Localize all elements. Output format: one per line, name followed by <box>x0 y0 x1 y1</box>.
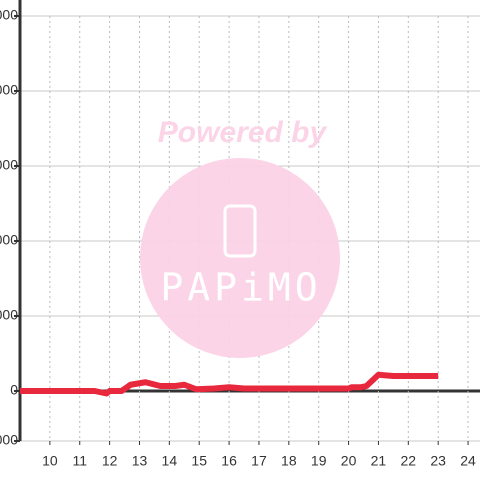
data-line <box>20 371 439 397</box>
y-tick-label: 60,000 <box>0 232 18 248</box>
watermark: Powered by PAPiMO <box>140 116 340 358</box>
x-tick-label: 21 <box>371 453 387 469</box>
x-tick-label: 20 <box>341 453 357 469</box>
y-tick-label: 0 <box>10 382 18 398</box>
watermark-text: Powered by <box>158 116 328 149</box>
x-tick-label: 15 <box>191 453 207 469</box>
watermark-icon <box>223 204 257 258</box>
x-tick-label: 17 <box>251 453 267 469</box>
plot <box>20 371 439 397</box>
x-tick-label: 22 <box>401 453 417 469</box>
x-tick-label: 23 <box>430 453 446 469</box>
x-tick-label: 18 <box>281 453 297 469</box>
x-tick-label: 16 <box>221 453 237 469</box>
watermark-circle <box>140 158 340 358</box>
x-tick-label: 11 <box>72 453 87 469</box>
x-tick-label: 10 <box>42 453 58 469</box>
y-tick-label: 150,000 <box>0 7 18 23</box>
y-tick-label: -20,000 <box>0 432 18 448</box>
x-tick-label: 13 <box>132 453 148 469</box>
x-tick-label: 14 <box>162 453 178 469</box>
y-tick-label: 120,000 <box>0 82 18 98</box>
y-tick-label: 30,000 <box>0 307 18 323</box>
watermark-logo: PAPiMO <box>160 266 321 310</box>
x-tick-label: 24 <box>460 453 476 469</box>
x-tick-label: 12 <box>102 453 118 469</box>
y-tick-label: 90,000 <box>0 157 18 173</box>
x-tick-label: 19 <box>311 453 327 469</box>
